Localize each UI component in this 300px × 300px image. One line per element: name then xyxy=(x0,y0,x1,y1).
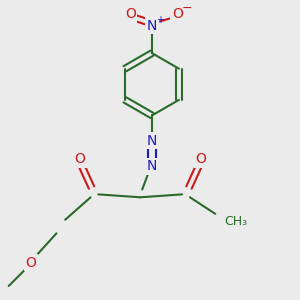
Text: +: + xyxy=(156,15,164,25)
Text: N: N xyxy=(147,19,157,33)
Text: N: N xyxy=(147,134,157,148)
Text: N: N xyxy=(147,159,157,173)
Text: O: O xyxy=(172,7,183,21)
Text: O: O xyxy=(74,152,85,166)
Text: O: O xyxy=(125,7,136,21)
Text: O: O xyxy=(26,256,37,270)
Text: CH₃: CH₃ xyxy=(224,215,247,228)
Text: −: − xyxy=(182,2,192,15)
Text: O: O xyxy=(195,152,206,166)
